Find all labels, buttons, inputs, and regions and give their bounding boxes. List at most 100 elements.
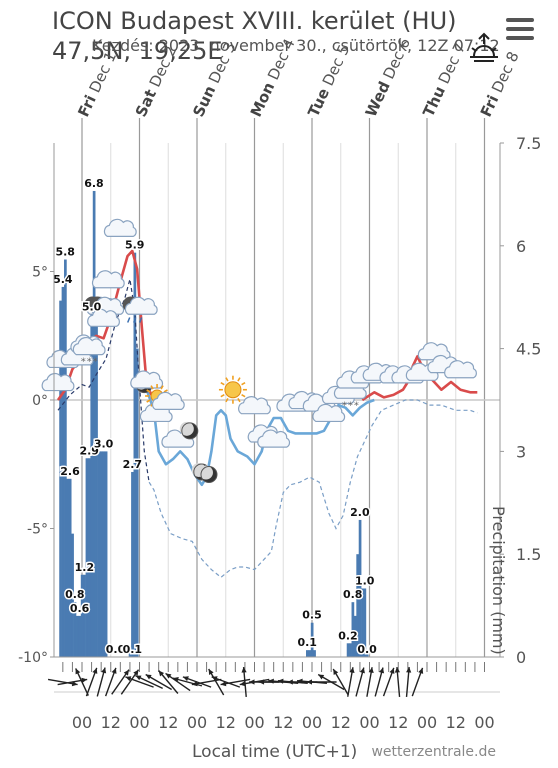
wind-arrow — [355, 667, 365, 697]
hour-tick-label: 12 — [273, 713, 293, 732]
precip-bar — [102, 451, 106, 657]
left-tick-label: 5° — [32, 265, 48, 281]
wind-arrow-head — [111, 667, 117, 674]
snowflake: * — [93, 357, 98, 368]
wind-arrow — [405, 666, 412, 698]
wind-arrow-head — [306, 679, 312, 685]
precip-bar — [358, 519, 362, 657]
precipitation-labels: 5.45.82.60.80.61.22.95.06.83.00.00.12.75… — [52, 175, 379, 657]
precip-bar — [353, 615, 357, 657]
wind-arrow-head — [220, 681, 227, 687]
right-tick-label: 4.5 — [516, 340, 541, 359]
wind-arrow-head — [75, 668, 81, 675]
precip-value-label: 2.0 — [350, 506, 370, 519]
hour-tick-label: 00 — [302, 713, 322, 732]
precip-value-label: 0.6 — [70, 602, 90, 615]
wind-arrow — [208, 668, 225, 696]
hamburger-menu-icon[interactable] — [506, 18, 534, 42]
precip-bar — [64, 259, 67, 657]
cloud-shape — [41, 372, 75, 392]
precip-value-label: 1.0 — [355, 574, 375, 587]
wind-arrow-head — [258, 679, 265, 685]
cloud-icon — [41, 372, 75, 392]
sun-ray — [163, 389, 168, 393]
precipitation-bars — [59, 190, 369, 658]
precip-value-label: 0.8 — [343, 588, 363, 601]
raindrop — [139, 317, 143, 323]
day-label: Sun Dec 3 — [189, 39, 239, 119]
y-axis-label-right: Precipitation (mm) — [489, 506, 508, 655]
precip-value-label: 2.9 — [79, 444, 99, 457]
wind-arrow — [158, 670, 179, 694]
right-tick-label: 0 — [516, 648, 526, 667]
cloud-shape — [91, 270, 125, 289]
precip-value-label: 0.8 — [65, 588, 85, 601]
precip-bar — [351, 602, 355, 657]
wind-arrow — [382, 667, 395, 697]
wind-arrow-head — [333, 669, 339, 675]
wind-arrow — [347, 667, 355, 697]
precip-value-label: 2.6 — [60, 465, 80, 478]
hour-tick-label: 12 — [158, 713, 178, 732]
weather-icons: * * ** * * — [41, 218, 477, 484]
day-label: Sat Dec 2 — [132, 43, 181, 120]
precip-bar — [135, 348, 139, 657]
hour-tick-label: 00 — [187, 713, 207, 732]
wind-arrow-head — [277, 678, 284, 684]
snowflake: * — [348, 400, 353, 411]
sun-cloud-icon — [145, 384, 185, 410]
wind-arrow — [366, 667, 374, 697]
moon-icon — [179, 421, 199, 440]
model-run-info: Kezdés: 2023. november 30., csütörtök, 1… — [92, 36, 500, 55]
precip-bar — [66, 478, 70, 657]
precip-bar — [365, 653, 369, 657]
snowflake: * — [342, 400, 347, 411]
cloud-shape — [72, 337, 106, 356]
wind-arrow-head — [211, 676, 218, 682]
precip-value-label: 0.1 — [297, 636, 317, 649]
cloud-icon — [444, 360, 477, 379]
cloud-icon — [87, 308, 120, 327]
precip-bar — [71, 533, 74, 657]
precip-value-label: 5.8 — [55, 246, 75, 259]
precip-bar — [68, 478, 72, 657]
menu-bar-icon — [506, 27, 534, 31]
precip-bar — [90, 314, 94, 657]
hour-tick-label: 00 — [72, 713, 92, 732]
cloud-icon — [130, 370, 164, 389]
wind-arrow — [241, 666, 247, 698]
precip-bar — [361, 588, 364, 657]
day-label: Mon Dec 4 — [247, 36, 299, 120]
precip-value-label: 6.8 — [84, 177, 104, 190]
snow-icon: * * * — [72, 337, 106, 368]
cloud-shape — [103, 218, 137, 237]
wind-arrow — [47, 678, 78, 687]
sun-ray — [237, 397, 241, 403]
precip-bar — [313, 650, 316, 657]
credit-text[interactable]: wetterzentrale.de — [371, 744, 496, 760]
sun-ray — [241, 382, 246, 386]
precip-value-label: 0.0 — [106, 643, 126, 656]
hour-tick-label: 00 — [359, 713, 379, 732]
wind-arrow-head — [297, 678, 303, 684]
hour-tick-label: 00 — [129, 713, 149, 732]
wind-arrow — [145, 673, 173, 691]
wind-arrow-head — [241, 667, 247, 673]
sunrise-icon[interactable] — [466, 32, 502, 64]
day-label: Fri Dec 1 — [74, 49, 120, 120]
wind-arrow-head — [418, 667, 424, 674]
wind-arrow-head — [81, 677, 88, 683]
precip-bar — [308, 650, 312, 657]
left-tick-label: -5° — [27, 522, 48, 538]
precip-value-label: 0.5 — [302, 609, 322, 622]
precip-bar — [346, 643, 350, 657]
menu-bar-icon — [506, 18, 534, 22]
cloud-shape — [312, 403, 346, 423]
wind-arrow-head — [145, 674, 152, 680]
precip-bar — [80, 574, 84, 657]
hour-tick-label: 12 — [216, 713, 236, 732]
right-tick-label: 7.5 — [516, 134, 541, 153]
precip-value-label: 1.2 — [75, 561, 95, 574]
snowflake: * — [87, 357, 92, 368]
hour-tick-label: 12 — [388, 713, 408, 732]
